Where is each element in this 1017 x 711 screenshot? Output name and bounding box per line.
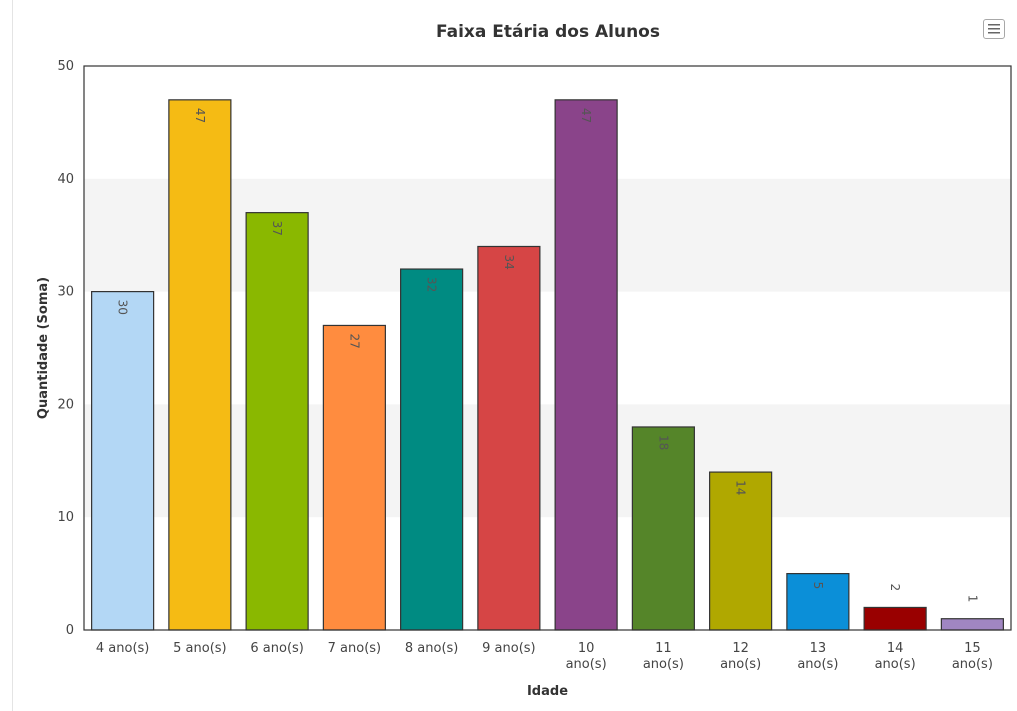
data-label: 37 bbox=[270, 221, 284, 236]
y-tick-label: 20 bbox=[57, 397, 74, 412]
x-tick-label: 9 ano(s) bbox=[482, 641, 535, 656]
bar bbox=[168, 99, 232, 631]
x-tick-label: 4 ano(s) bbox=[96, 641, 149, 656]
hamburger-menu-icon bbox=[988, 24, 1000, 34]
bar bbox=[477, 245, 541, 631]
bar bbox=[631, 426, 695, 631]
y-axis-title: Quantidade (Soma) bbox=[36, 277, 51, 419]
data-label: 47 bbox=[193, 108, 207, 123]
x-tick-label: 5 ano(s) bbox=[173, 641, 226, 656]
bar bbox=[245, 212, 309, 631]
bar bbox=[863, 606, 927, 631]
bar bbox=[322, 324, 386, 631]
x-tick-label: 14 ano(s) bbox=[875, 641, 916, 672]
x-axis-title: Idade bbox=[527, 684, 568, 699]
data-label: 5 bbox=[811, 582, 825, 590]
x-tick-label: 15 ano(s) bbox=[952, 641, 993, 672]
y-tick-label: 30 bbox=[57, 285, 74, 300]
plot-frame bbox=[83, 65, 1012, 631]
data-label: 34 bbox=[502, 254, 516, 269]
grid-band bbox=[84, 404, 1011, 518]
bar bbox=[786, 572, 850, 631]
data-label: 2 bbox=[888, 583, 902, 591]
y-tick-label: 40 bbox=[57, 172, 74, 187]
data-label: 47 bbox=[579, 108, 593, 123]
data-label: 1 bbox=[965, 595, 979, 603]
x-tick-label: 10 ano(s) bbox=[566, 641, 607, 672]
bar bbox=[91, 291, 155, 631]
y-tick-label: 10 bbox=[57, 510, 74, 525]
x-tick-label: 12 ano(s) bbox=[720, 641, 761, 672]
y-tick-label: 0 bbox=[66, 623, 74, 638]
data-label: 27 bbox=[347, 333, 361, 348]
data-label: 18 bbox=[656, 435, 670, 450]
bar bbox=[554, 99, 618, 631]
x-tick-label: 11 ano(s) bbox=[643, 641, 684, 672]
chart-title: Faixa Etária dos Alunos bbox=[436, 22, 660, 42]
y-tick-label: 50 bbox=[57, 59, 74, 74]
bar bbox=[400, 268, 464, 631]
x-tick-label: 6 ano(s) bbox=[250, 641, 303, 656]
x-tick-label: 7 ano(s) bbox=[328, 641, 381, 656]
data-label: 14 bbox=[734, 480, 748, 495]
x-tick-label: 8 ano(s) bbox=[405, 641, 458, 656]
bar bbox=[940, 618, 1004, 631]
data-label: 32 bbox=[425, 277, 439, 292]
data-label: 30 bbox=[116, 300, 130, 315]
plot-area bbox=[84, 66, 1011, 630]
x-tick-label: 13 ano(s) bbox=[797, 641, 838, 672]
bar bbox=[709, 471, 773, 631]
chart-menu-button[interactable] bbox=[983, 19, 1005, 39]
page-left-border bbox=[12, 0, 13, 711]
grid-band bbox=[84, 178, 1011, 292]
